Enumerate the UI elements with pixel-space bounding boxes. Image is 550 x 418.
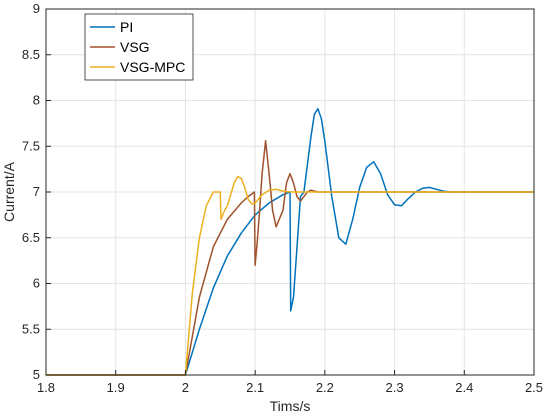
y-tick-label: 5 xyxy=(33,367,40,382)
series-line-1 xyxy=(46,140,534,376)
x-tick-label: 2.2 xyxy=(316,380,334,395)
series-layer xyxy=(46,107,534,376)
series-line-2 xyxy=(46,175,534,376)
x-tick-label: 2.1 xyxy=(246,380,264,395)
legend-label: PI xyxy=(120,19,133,35)
legend-label: VSG xyxy=(120,39,150,55)
legend: PI VSG VSG-MPC xyxy=(84,13,194,81)
y-tick-label: 6.5 xyxy=(22,230,40,245)
series-line-0 xyxy=(46,107,534,376)
y-tick-label: 5.5 xyxy=(22,321,40,336)
y-tick-label: 7 xyxy=(33,184,40,199)
x-axis-label: Tims/s xyxy=(270,398,311,414)
ticks: 1.8 1.9 2 2.1 2.2 2.3 2.4 2.5 5 5.5 6 6.5 7 7.5 8 8.5 9 xyxy=(22,1,543,395)
x-tick-label: 2.5 xyxy=(525,380,543,395)
y-tick-label: 8.5 xyxy=(22,47,40,62)
x-tick-label: 2 xyxy=(182,380,189,395)
y-tick-label: 8 xyxy=(33,93,40,108)
y-tick-label: 7.5 xyxy=(22,138,40,153)
x-tick-label: 1.8 xyxy=(37,380,55,395)
y-tick-label: 6 xyxy=(33,276,40,291)
y-axis-label: Current/A xyxy=(1,161,17,222)
y-tick-label: 9 xyxy=(33,1,40,16)
legend-label: VSG-MPC xyxy=(120,59,185,75)
x-tick-label: 2.3 xyxy=(386,380,404,395)
x-tick-label: 2.4 xyxy=(455,380,473,395)
x-tick-label: 1.9 xyxy=(107,380,125,395)
